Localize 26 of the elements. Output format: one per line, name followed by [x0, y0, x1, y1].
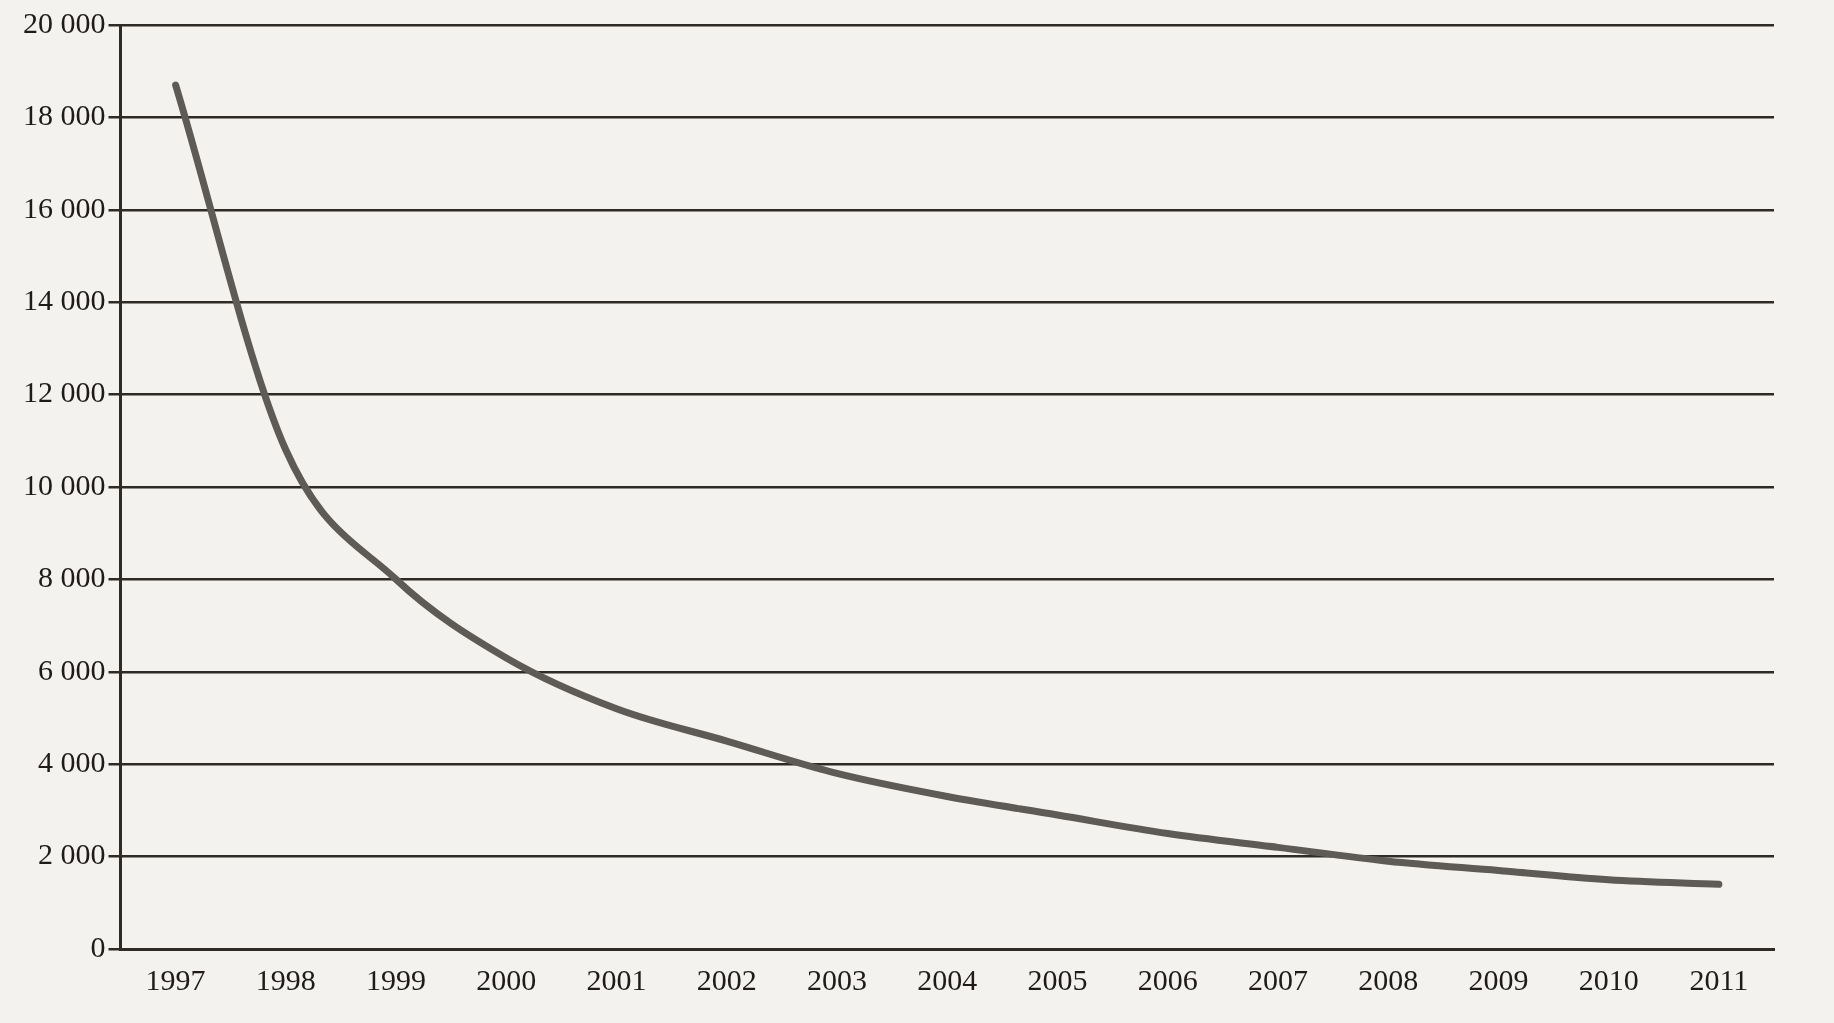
x-tick-label: 2004: [917, 962, 978, 996]
x-tick-label: 2000: [476, 962, 537, 996]
y-tick-label: 14 000: [23, 283, 106, 317]
x-tick-label: 2002: [696, 962, 757, 996]
y-tick-label: 12 000: [23, 375, 106, 409]
x-tick-label: 2009: [1468, 962, 1529, 996]
x-tick-label: 2008: [1358, 962, 1419, 996]
y-tick-label: 18 000: [23, 98, 106, 132]
y-tick-label: 0: [90, 929, 106, 963]
x-tick-label: 2006: [1137, 962, 1198, 996]
x-tick-label: 2003: [807, 962, 868, 996]
y-tick-label: 16 000: [23, 190, 106, 224]
y-tick-label: 10 000: [23, 467, 106, 501]
x-tick-label: 2011: [1689, 962, 1749, 996]
y-tick-label: 4 000: [38, 745, 106, 779]
x-tick-label: 1998: [255, 962, 316, 996]
y-tick-label: 6 000: [38, 652, 106, 686]
y-tick-label: 20 000: [23, 5, 106, 39]
x-tick-label: 2001: [586, 962, 647, 996]
x-tick-label: 1999: [366, 962, 427, 996]
x-tick-label: 2010: [1578, 962, 1639, 996]
x-tick-label: 2007: [1247, 962, 1308, 996]
y-tick-label: 8 000: [38, 560, 106, 594]
y-tick-label: 2 000: [38, 837, 106, 871]
x-tick-label: 1997: [145, 962, 206, 996]
x-tick-label: 2005: [1027, 962, 1088, 996]
